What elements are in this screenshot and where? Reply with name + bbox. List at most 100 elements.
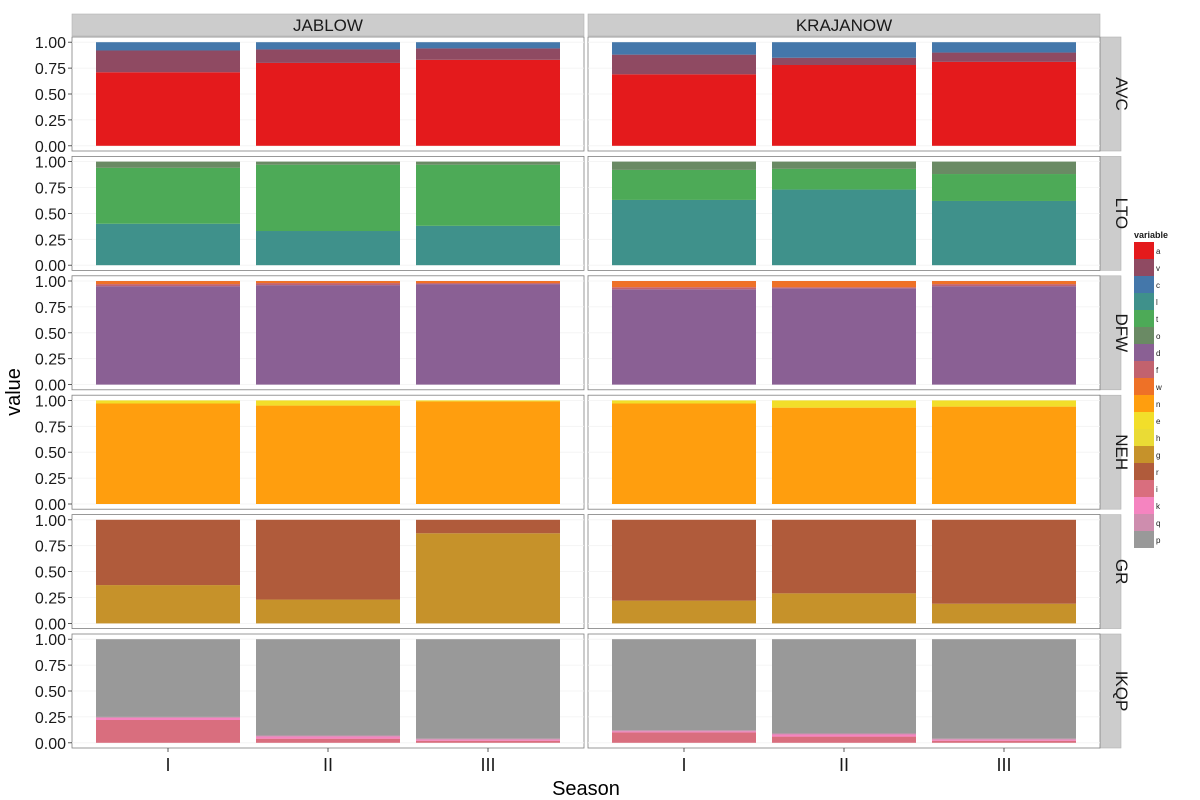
legend-swatch-f [1134,361,1154,378]
bar-segment-q [256,735,400,737]
bar-segment-c [772,42,916,58]
bar-segment-o [932,161,1076,175]
facet-strip-jablow [71,13,585,37]
bar-segment-f [256,283,400,286]
bar-segment-t [416,164,560,226]
bar-segment-d [96,286,240,385]
panel-gr-krajanow [587,514,1101,629]
bar-segment-p [416,639,560,739]
bar-segment-v [416,48,560,60]
legend-swatch-v [1134,259,1154,276]
x-tick-label: II [323,755,333,775]
facet-strip-label: JABLOW [293,16,363,35]
bar-segment-o [772,161,916,169]
bar-segment-g [932,603,1076,624]
legend-swatch-i [1134,480,1154,497]
legend-title: variable [1134,230,1168,240]
bar-segment-g [96,585,240,624]
legend-swatch-c [1134,276,1154,293]
bar-segment-r [96,519,240,586]
bar-segment-r [772,519,916,594]
y-tick-label: 1.00 [35,155,66,172]
bar-segment-n [416,401,560,504]
bar-segment-r [416,519,560,534]
bar-segment-n [256,405,400,504]
x-tick-label: II [839,755,849,775]
y-axis-title: value [3,368,25,416]
bar-segment-c [416,42,560,49]
y-tick-label: 0.50 [35,445,66,462]
bar-segment-t [772,168,916,190]
bar-segment-g [772,593,916,624]
bar-segment-k [416,739,560,741]
y-tick-label: 0.00 [35,616,66,633]
facet-strip-label: LTO [1112,198,1131,230]
panel-avc-krajanow [587,36,1101,152]
bar-segment-d [932,286,1076,385]
bar-segment-n [612,403,756,504]
bar-segment-w [612,281,756,288]
legend-label: p [1156,536,1161,545]
y-tick-label: 0.50 [35,206,66,223]
bar-segment-g [256,599,400,624]
facet-strip-label: NEH [1112,434,1131,470]
bar-segment-o [416,161,560,165]
facet-strip-label: IKQP [1112,671,1131,712]
legend-label: o [1156,332,1161,341]
legend-label: c [1156,281,1160,290]
legend-label: v [1156,264,1160,273]
bar-segment-t [256,164,400,232]
bar-segment-i [416,740,560,743]
y-tick-label: 1.00 [35,35,66,52]
facet-strip-label: GR [1112,559,1131,585]
legend-swatch-q [1134,514,1154,531]
bar-segment-n [772,407,916,504]
bar-segment-r [932,519,1076,604]
bar-segment-d [772,288,916,385]
panel-lto-krajanow [587,155,1101,271]
bar-segment-w [772,281,916,288]
bar-segment-v [256,49,400,63]
legend-label: q [1156,519,1160,528]
legend-swatch-o [1134,327,1154,344]
legend-swatch-w [1134,378,1154,395]
legend-swatch-d [1134,344,1154,361]
legend-swatch-l [1134,293,1154,310]
bar-segment-o [256,161,400,165]
y-tick-label: 0.75 [35,61,66,78]
bar-segment-p [256,639,400,736]
bar-segment-o [612,161,756,170]
legend-label: n [1156,400,1160,409]
y-tick-label: 0.25 [35,471,66,488]
legend-swatch-r [1134,463,1154,480]
bar-segment-i [612,732,756,743]
y-tick-label: 0.25 [35,710,66,727]
bar-segment-r [612,519,756,601]
bar-segment-i [772,736,916,743]
y-tick-label: 0.00 [35,378,66,395]
y-tick-label: 1.00 [35,632,66,649]
y-axes: 0.000.250.500.751.000.000.250.500.751.00… [35,35,72,753]
legend-label: i [1156,485,1158,494]
bar-segment-d [612,289,756,385]
panel-neh-jablow [71,394,585,510]
y-tick-label: 0.25 [35,113,66,130]
legend-label: w [1155,383,1162,392]
panel-dfw-krajanow [587,275,1101,391]
legend-label: e [1156,417,1161,426]
legend-swatch-k [1134,497,1154,514]
facet-strip-krajanow [587,13,1101,37]
bar-segment-f [96,284,240,287]
bar-segment-c [256,42,400,50]
bar-segment-t [96,167,240,224]
bar-segment-w [416,281,560,284]
bar-segment-k [96,717,240,721]
y-tick-label: 0.50 [35,87,66,104]
bar-segment-l [772,189,916,266]
legend-label: g [1156,451,1160,460]
bar-segment-i [932,740,1076,743]
bar-segment-l [612,199,756,266]
bar-segment-f [932,284,1076,287]
bar-segment-a [612,74,756,146]
legend-swatch-e [1134,412,1154,429]
